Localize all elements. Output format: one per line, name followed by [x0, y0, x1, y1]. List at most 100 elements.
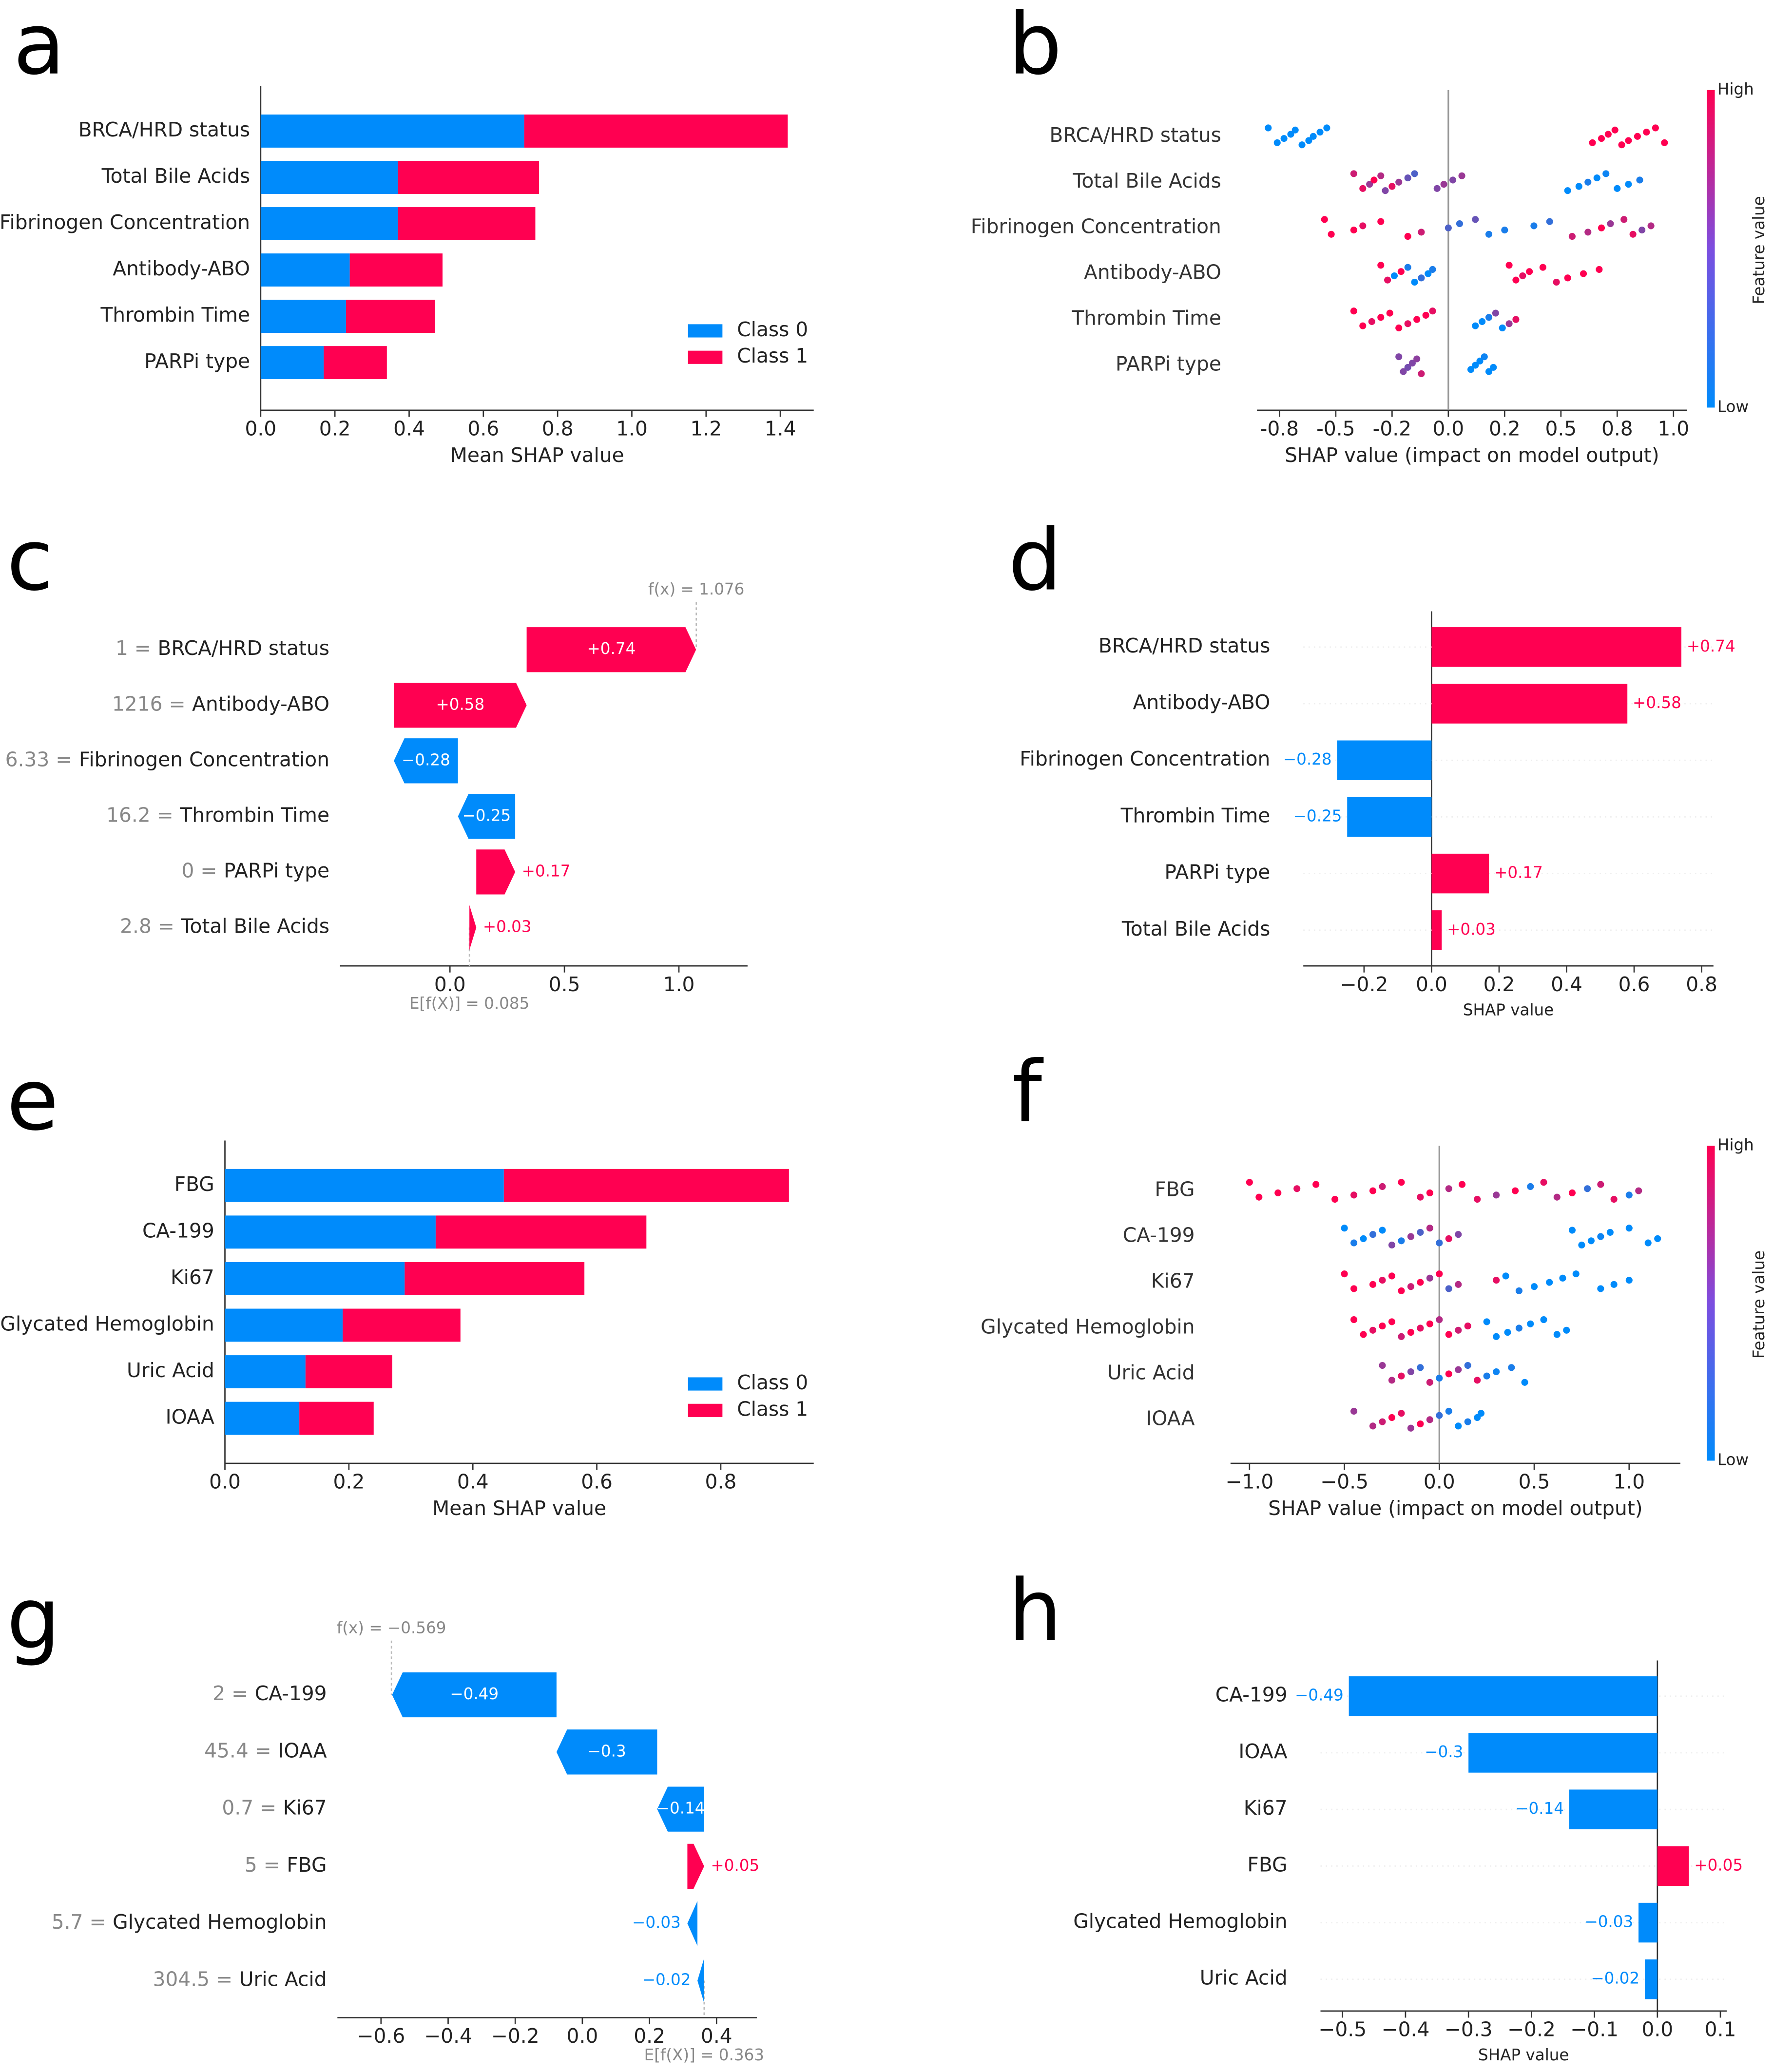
y-tick-label: CA-199 — [1215, 1683, 1288, 1707]
point — [1350, 1285, 1358, 1292]
x-tick-label: 0.6 — [1619, 973, 1650, 996]
bar — [1644, 1959, 1657, 1999]
bar — [1431, 684, 1628, 724]
point — [1540, 1179, 1547, 1186]
legend-swatch — [688, 1377, 723, 1391]
point — [1643, 129, 1650, 136]
x-axis-label: Mean SHAP value — [432, 1496, 606, 1520]
point — [1370, 176, 1378, 184]
point — [1580, 270, 1587, 277]
waterfall-bar — [556, 1729, 657, 1775]
point — [1499, 324, 1506, 332]
bar-segment — [225, 1215, 436, 1249]
feature-name: PARPi type — [224, 859, 329, 882]
point — [1610, 1195, 1618, 1203]
feature-name: IOAA — [278, 1739, 327, 1762]
y-tick-label: Uric Acid — [1200, 1966, 1288, 1990]
point — [1417, 1364, 1424, 1371]
point — [1246, 1179, 1253, 1186]
point — [1445, 1285, 1452, 1292]
bar-segment — [305, 1355, 392, 1388]
y-tick-label: 304.5 = Uric Acid — [153, 1967, 327, 1991]
bar — [1431, 627, 1682, 667]
fx-label: f(x) = 1.076 — [648, 580, 744, 598]
point — [1398, 1372, 1405, 1380]
point — [1597, 1233, 1604, 1240]
point — [1540, 1316, 1547, 1324]
value-label: −0.49 — [1295, 1686, 1344, 1705]
point — [1312, 1181, 1320, 1188]
feature-name: BRCA/HRD status — [157, 636, 329, 660]
point — [1598, 135, 1605, 142]
bar-segment — [260, 253, 350, 287]
point — [1504, 1329, 1511, 1336]
y-tick-label: 1 = BRCA/HRD status — [116, 636, 329, 660]
point — [1417, 1228, 1424, 1236]
x-tick-label: 0.2 — [1484, 973, 1515, 996]
feature-value: 16.2 = — [106, 803, 173, 826]
point — [1360, 1331, 1367, 1338]
point — [1493, 1333, 1500, 1340]
point — [1515, 1324, 1522, 1332]
point — [1436, 1375, 1443, 1382]
point — [1636, 176, 1643, 184]
point — [1485, 368, 1493, 375]
point — [1546, 218, 1553, 225]
point — [1481, 353, 1488, 361]
x-tick-label: −0.2 — [491, 2024, 540, 2048]
point — [1661, 139, 1668, 146]
point — [1589, 139, 1596, 146]
feature-value: 0 = — [181, 859, 217, 882]
y-tick-label: Fibrinogen Concentration — [0, 211, 250, 234]
point — [1445, 1235, 1452, 1242]
feature-name: FBG — [287, 1853, 327, 1877]
point — [1492, 309, 1499, 317]
point — [1368, 318, 1375, 325]
bar — [1337, 740, 1432, 780]
x-tick-label: 0.6 — [581, 1470, 613, 1494]
x-axis-label: Mean SHAP value — [450, 443, 624, 467]
x-tick-label: −0.3 — [1445, 2018, 1493, 2041]
waterfall-bar — [469, 905, 477, 950]
point — [1417, 1324, 1424, 1332]
point — [1607, 220, 1614, 228]
value-label: −0.28 — [1283, 750, 1332, 768]
x-tick-label: 0.0 — [567, 2024, 598, 2048]
bar-segment — [524, 115, 788, 148]
point — [1602, 170, 1610, 177]
legend-label: Class 1 — [737, 344, 808, 367]
point — [1377, 172, 1385, 179]
point — [1411, 278, 1418, 286]
y-tick-label: 2 = CA-199 — [212, 1682, 327, 1705]
x-tick-label: −0.6 — [357, 2024, 405, 2048]
point — [1426, 1225, 1433, 1232]
point — [1445, 224, 1452, 231]
point — [1611, 126, 1619, 134]
point — [1274, 1189, 1282, 1197]
point — [1521, 1379, 1528, 1386]
value-label: −0.03 — [1584, 1913, 1633, 1931]
waterfall-bar — [394, 738, 458, 784]
point — [1464, 1362, 1471, 1369]
value-label: +0.17 — [522, 862, 571, 880]
point — [1472, 216, 1479, 223]
point — [1512, 276, 1520, 284]
bar — [1638, 1902, 1657, 1943]
colorbar-high: High — [1717, 80, 1754, 98]
y-tick-label: BRCA/HRD status — [1049, 123, 1221, 147]
value-label: −0.02 — [1591, 1969, 1639, 1988]
point — [1377, 262, 1385, 269]
y-tick-label: Fibrinogen Concentration — [971, 215, 1221, 238]
value-label: +0.03 — [483, 917, 532, 936]
point — [1578, 1241, 1585, 1249]
point — [1328, 230, 1335, 238]
point — [1411, 170, 1418, 177]
y-tick-label: PARPi type — [144, 349, 250, 373]
point — [1553, 1331, 1561, 1338]
y-tick-label: 5.7 = Glycated Hemoglobin — [52, 1910, 327, 1934]
point — [1587, 1237, 1595, 1245]
feature-value: 0.7 = — [222, 1796, 276, 1820]
point — [1386, 309, 1393, 317]
